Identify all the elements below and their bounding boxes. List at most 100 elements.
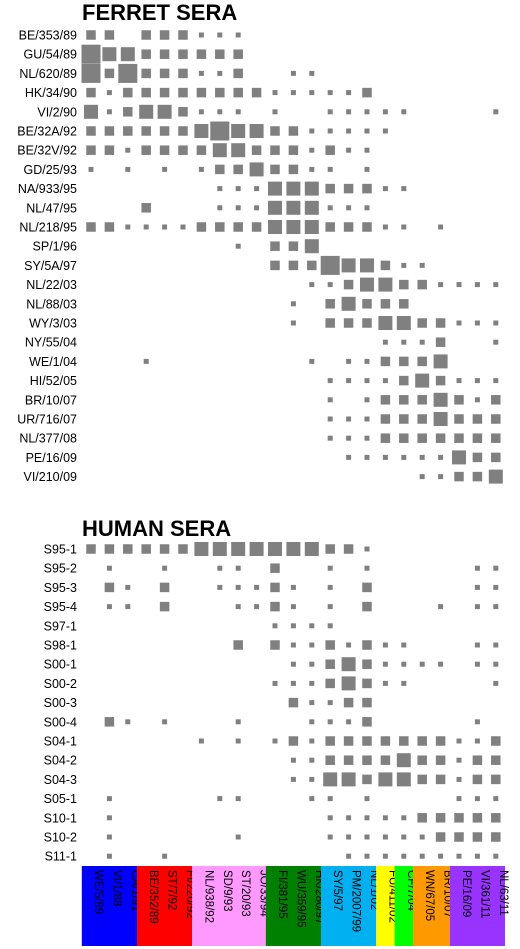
heat-cell (364, 147, 370, 153)
heat-cell (270, 126, 280, 136)
heat-cell (346, 128, 352, 134)
heat-cell (380, 395, 391, 405)
heat-cell (362, 299, 372, 309)
heat-cell (104, 582, 115, 593)
heat-cell (417, 356, 427, 367)
heat-cell (474, 282, 480, 288)
heat-cell (84, 104, 98, 119)
heat-cell (325, 736, 335, 746)
row-label: S97-1 (44, 619, 77, 633)
heat-cell (106, 815, 112, 821)
heat-cell (194, 542, 209, 556)
heat-cell (157, 104, 172, 119)
heat-cell (325, 183, 335, 194)
panel-title-human: HUMAN SERA (82, 516, 231, 541)
heat-cell (290, 604, 296, 610)
heat-cell (270, 260, 280, 271)
heat-cell (474, 796, 480, 802)
heat-cell (362, 755, 372, 765)
column-group-band (81, 866, 137, 946)
heat-cell (309, 166, 315, 172)
heat-cell (401, 815, 407, 821)
heat-cell (235, 205, 241, 211)
heat-cell (304, 542, 319, 556)
heat-cell (474, 584, 480, 590)
row-label: S95-4 (44, 600, 77, 614)
heat-cell (251, 222, 262, 232)
heat-cell (364, 834, 370, 840)
heat-cell (327, 815, 333, 821)
heat-cell (327, 584, 333, 590)
heat-cell (488, 469, 503, 484)
heat-cell (162, 224, 168, 230)
heat-cell (290, 757, 296, 763)
heat-cell (474, 604, 480, 610)
heat-cell (382, 815, 388, 821)
heat-cell (378, 277, 393, 292)
heat-cell (346, 719, 352, 725)
heat-cell (435, 736, 446, 746)
heat-cell (217, 70, 223, 76)
heat-cell (493, 604, 499, 610)
column-group-band (413, 866, 450, 946)
heat-cell (159, 601, 170, 612)
heat-cell (364, 205, 370, 211)
row-label: SY/5A/97 (24, 259, 77, 273)
heat-cell (474, 397, 480, 403)
heat-cell (325, 659, 335, 669)
heat-cell (215, 164, 225, 175)
column-label: VI/361/11 (478, 870, 490, 918)
heat-cell (233, 164, 243, 175)
heat-cell (382, 853, 388, 859)
heat-cell (456, 378, 462, 384)
heat-cell (215, 49, 225, 59)
heat-cell (399, 414, 409, 424)
heat-cell (286, 542, 301, 556)
heat-cell (474, 320, 480, 326)
heat-cell (474, 378, 480, 384)
heat-cell (417, 755, 427, 765)
heat-cell (198, 109, 204, 115)
heat-cell (327, 205, 333, 211)
heat-cell (251, 145, 262, 155)
heat-cell (106, 565, 112, 571)
column-group-band (265, 866, 321, 946)
heat-cell (343, 318, 354, 328)
heatmap-marks: BE/353/89 GU/54/89 NL/620/89 HK/34/90 VI/2/9… (17, 29, 509, 946)
heat-cell (235, 243, 241, 249)
heat-cell (309, 796, 315, 802)
heat-cell (159, 582, 170, 593)
heat-cell (125, 224, 131, 230)
heat-cell (325, 678, 335, 689)
heat-cell (141, 68, 151, 79)
heat-cell (456, 757, 462, 763)
heat-cell (86, 145, 96, 155)
heat-cell (217, 186, 223, 192)
heat-cell (233, 640, 243, 650)
row-label: BR/10/07 (25, 393, 77, 407)
heat-cell (396, 772, 411, 787)
heat-cell (493, 282, 499, 288)
heat-cell (382, 642, 388, 648)
heat-cell (454, 813, 464, 823)
heat-cell (272, 738, 278, 744)
heat-cell (343, 755, 354, 765)
heat-cell (419, 661, 425, 667)
heat-cell (327, 416, 333, 422)
heat-cell (254, 584, 260, 590)
heat-cell (493, 378, 499, 384)
heat-cell (364, 416, 370, 422)
heat-cell (472, 774, 483, 785)
heat-cell (159, 68, 170, 79)
heat-cell (178, 126, 188, 136)
heat-cell (196, 145, 207, 155)
heat-cell (141, 145, 151, 155)
heat-cell (288, 126, 299, 136)
row-label: S95-1 (44, 543, 77, 557)
heat-cell (270, 241, 280, 251)
heat-cell (235, 584, 241, 590)
column-label: ST/7/92 (166, 870, 178, 910)
heat-cell (290, 320, 296, 326)
heat-cell (433, 392, 448, 407)
heat-cell (288, 697, 299, 708)
